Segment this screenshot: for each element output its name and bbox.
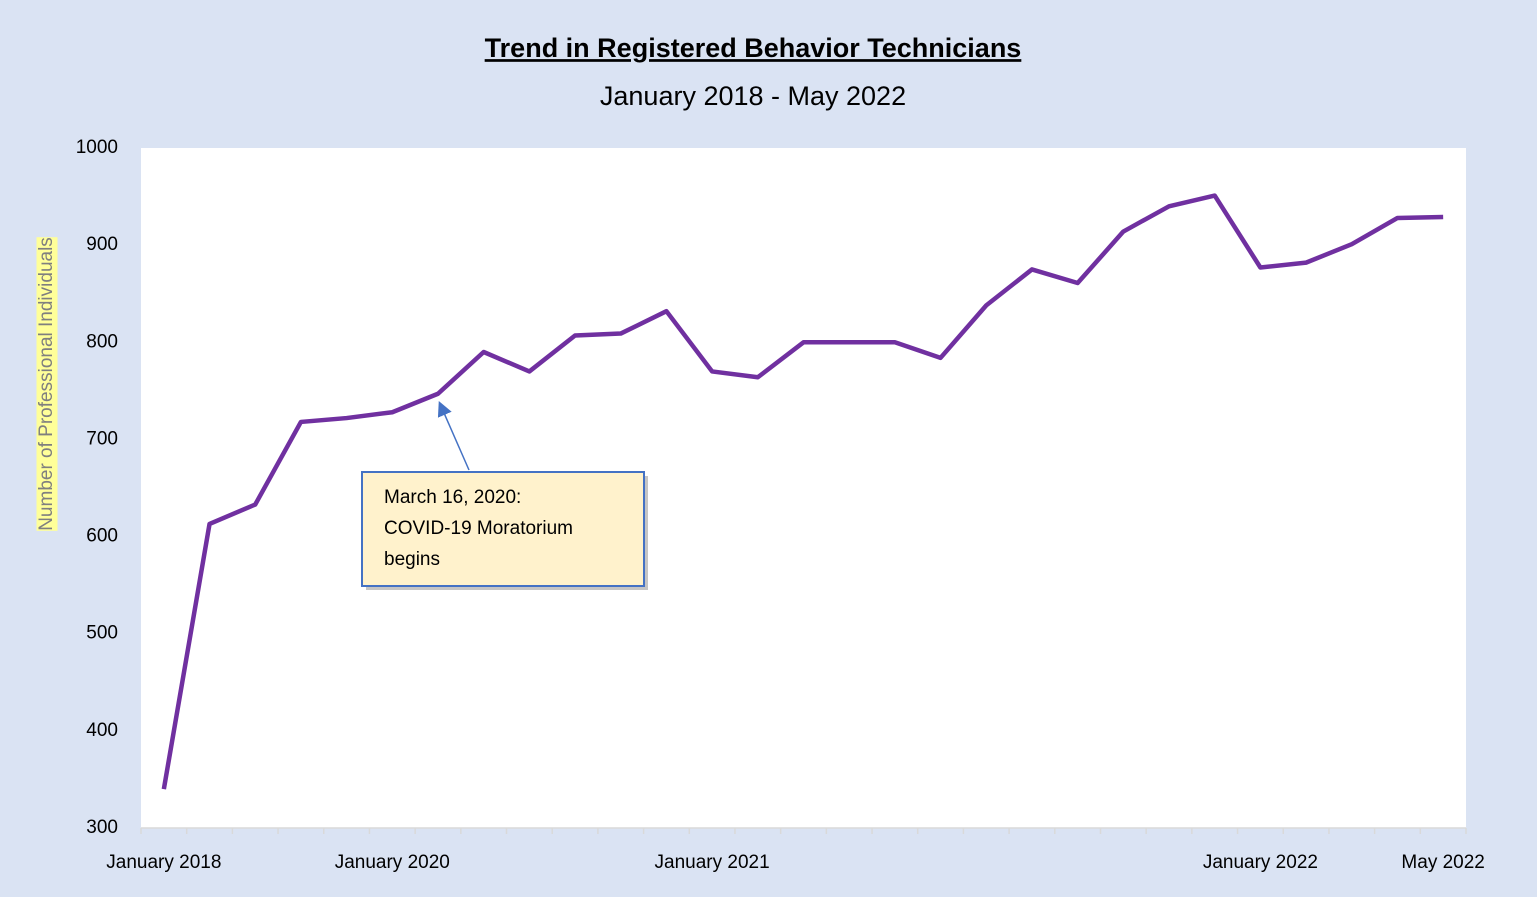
annotation-text: COVID-19 Moratorium: [384, 518, 573, 539]
data-line: [161, 193, 1444, 790]
plot-area: [141, 148, 1466, 828]
y-label-highlight: [36, 237, 58, 531]
y-tick-label: 700: [86, 428, 118, 449]
y-tick-label: 800: [86, 331, 118, 352]
x-tick-label: May 2022: [1401, 852, 1484, 873]
y-tick-label: 500: [86, 623, 118, 644]
y-tick-label: 300: [86, 817, 118, 838]
annotation-box: [361, 471, 645, 587]
y-tick-label: 900: [86, 234, 118, 255]
chart-title: Trend in Registered Behavior Technicians: [485, 33, 1022, 63]
annotation-text: begins: [384, 549, 440, 570]
y-tick-label: 400: [86, 720, 118, 741]
y-tick-label: 1000: [76, 137, 118, 158]
annotation-text: March 16, 2020:: [384, 487, 521, 508]
x-tick-label: January 2022: [1203, 852, 1318, 873]
x-tick-label: January 2020: [335, 852, 450, 873]
x-tick-label: January 2021: [655, 852, 770, 873]
x-tick-label: January 2018: [106, 852, 221, 873]
chart-subtitle: January 2018 - May 2022: [600, 81, 906, 111]
y-tick-label: 600: [86, 526, 118, 547]
annotation-arrow: [437, 401, 470, 471]
y-axis-label: Number of Professional Individuals: [36, 237, 57, 531]
